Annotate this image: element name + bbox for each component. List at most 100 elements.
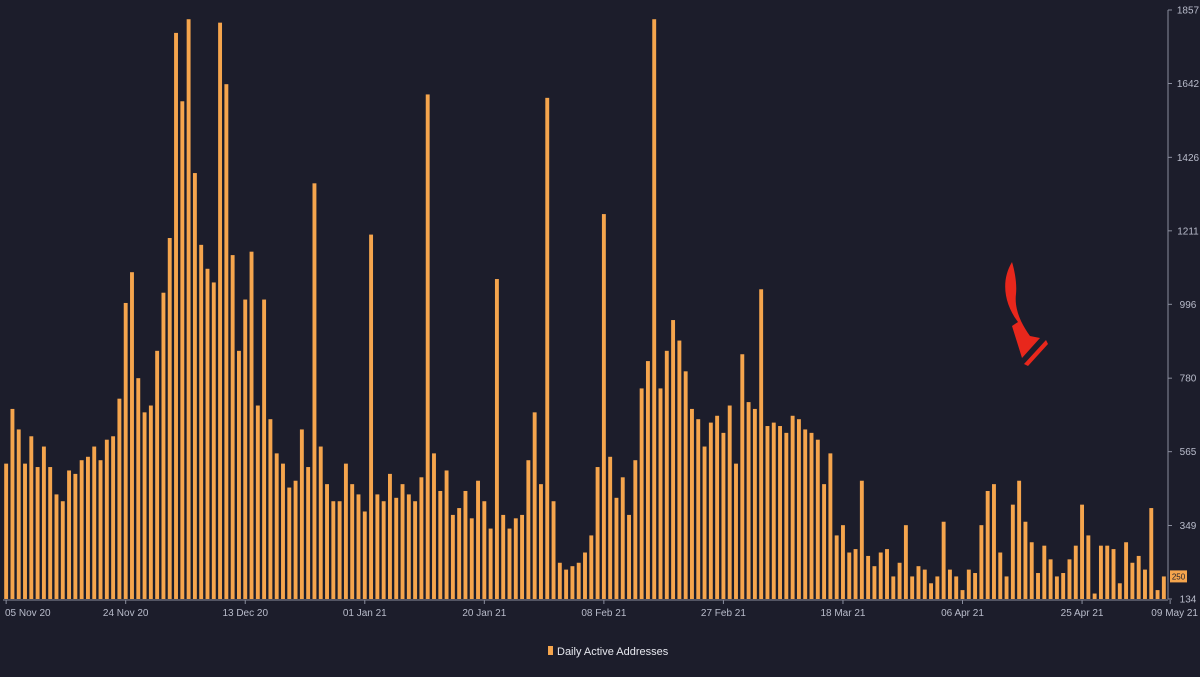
bar[interactable] bbox=[885, 549, 889, 599]
bar[interactable] bbox=[130, 272, 134, 599]
bar[interactable] bbox=[123, 302, 128, 599]
bar[interactable] bbox=[111, 436, 116, 599]
bar[interactable] bbox=[702, 446, 707, 599]
bar[interactable] bbox=[67, 470, 72, 599]
bar[interactable] bbox=[1004, 576, 1009, 599]
bar[interactable] bbox=[803, 429, 808, 599]
bar[interactable] bbox=[1080, 504, 1085, 599]
bar[interactable] bbox=[570, 566, 575, 599]
bar[interactable] bbox=[268, 419, 273, 599]
bar[interactable] bbox=[501, 514, 506, 599]
bar[interactable] bbox=[809, 432, 814, 599]
bar[interactable] bbox=[526, 460, 531, 599]
bar[interactable] bbox=[104, 439, 109, 599]
bar[interactable] bbox=[369, 234, 374, 599]
bar[interactable] bbox=[771, 422, 776, 599]
bar[interactable] bbox=[362, 511, 367, 599]
bar[interactable] bbox=[696, 419, 701, 599]
bar[interactable] bbox=[1054, 576, 1059, 599]
bar[interactable] bbox=[10, 408, 15, 599]
bar[interactable] bbox=[576, 562, 581, 599]
bar[interactable] bbox=[249, 251, 254, 599]
bar[interactable] bbox=[337, 501, 342, 599]
bar[interactable] bbox=[299, 429, 304, 599]
bar[interactable] bbox=[601, 214, 606, 599]
bar[interactable] bbox=[740, 354, 745, 599]
bar[interactable] bbox=[23, 463, 27, 599]
bar[interactable] bbox=[973, 573, 978, 599]
bar[interactable] bbox=[4, 463, 9, 599]
bar[interactable] bbox=[230, 255, 235, 599]
bar[interactable] bbox=[48, 467, 53, 599]
bar[interactable] bbox=[432, 453, 436, 599]
bar[interactable] bbox=[608, 456, 613, 599]
bar[interactable] bbox=[532, 412, 537, 599]
bar[interactable] bbox=[1161, 576, 1166, 599]
bar[interactable] bbox=[60, 501, 65, 599]
bar[interactable] bbox=[400, 484, 405, 599]
bar[interactable] bbox=[664, 350, 669, 599]
bar[interactable] bbox=[293, 480, 298, 599]
bar[interactable] bbox=[350, 484, 355, 599]
bar[interactable] bbox=[853, 549, 858, 599]
legend[interactable]: Daily Active Addresses bbox=[548, 646, 669, 658]
bar[interactable] bbox=[1017, 480, 1022, 599]
bar[interactable] bbox=[211, 282, 216, 599]
bar[interactable] bbox=[205, 268, 210, 599]
bar[interactable] bbox=[1124, 542, 1129, 599]
bar[interactable] bbox=[903, 525, 908, 599]
bar[interactable] bbox=[136, 378, 141, 599]
bar[interactable] bbox=[142, 412, 147, 599]
bar[interactable] bbox=[85, 456, 90, 599]
bar[interactable] bbox=[237, 350, 241, 599]
bar[interactable] bbox=[494, 279, 499, 599]
bar[interactable] bbox=[545, 97, 550, 599]
bar[interactable] bbox=[281, 463, 285, 599]
bar[interactable] bbox=[1073, 545, 1078, 599]
bar[interactable] bbox=[708, 422, 713, 599]
bar[interactable] bbox=[318, 446, 323, 599]
bar[interactable] bbox=[199, 244, 204, 599]
bar[interactable] bbox=[985, 490, 990, 599]
bar[interactable] bbox=[243, 299, 248, 599]
bar[interactable] bbox=[960, 590, 965, 599]
bar[interactable] bbox=[1111, 549, 1116, 599]
bar[interactable] bbox=[186, 19, 191, 600]
bar[interactable] bbox=[1086, 535, 1091, 599]
bar[interactable] bbox=[897, 562, 902, 599]
bar[interactable] bbox=[734, 463, 738, 599]
bar[interactable] bbox=[394, 497, 399, 599]
bar[interactable] bbox=[73, 473, 78, 599]
bar[interactable] bbox=[677, 340, 682, 599]
bar[interactable] bbox=[752, 408, 757, 599]
bar[interactable] bbox=[29, 436, 34, 599]
bar[interactable] bbox=[564, 569, 569, 599]
bar[interactable] bbox=[683, 371, 688, 599]
bar[interactable] bbox=[438, 490, 443, 599]
bar[interactable] bbox=[343, 463, 348, 599]
bar[interactable] bbox=[419, 477, 424, 599]
bar[interactable] bbox=[1048, 559, 1053, 599]
bar[interactable] bbox=[1149, 508, 1154, 599]
bar[interactable] bbox=[979, 525, 984, 599]
bar[interactable] bbox=[1036, 573, 1040, 599]
bar[interactable] bbox=[507, 528, 512, 599]
bar[interactable] bbox=[148, 405, 153, 599]
bar[interactable] bbox=[287, 487, 292, 599]
bar[interactable] bbox=[715, 415, 720, 599]
bar[interactable] bbox=[1130, 562, 1135, 599]
bar[interactable] bbox=[778, 426, 782, 599]
bar[interactable] bbox=[992, 484, 996, 599]
bar[interactable] bbox=[375, 494, 380, 599]
bar[interactable] bbox=[658, 388, 663, 599]
bar[interactable] bbox=[513, 518, 518, 599]
bar[interactable] bbox=[834, 535, 839, 599]
bar[interactable] bbox=[815, 439, 820, 599]
bar[interactable] bbox=[54, 494, 59, 599]
bar[interactable] bbox=[325, 484, 329, 599]
bar[interactable] bbox=[583, 552, 587, 599]
bar[interactable] bbox=[620, 477, 625, 599]
bar[interactable] bbox=[690, 408, 694, 599]
bar[interactable] bbox=[866, 555, 871, 599]
bar[interactable] bbox=[425, 94, 430, 599]
